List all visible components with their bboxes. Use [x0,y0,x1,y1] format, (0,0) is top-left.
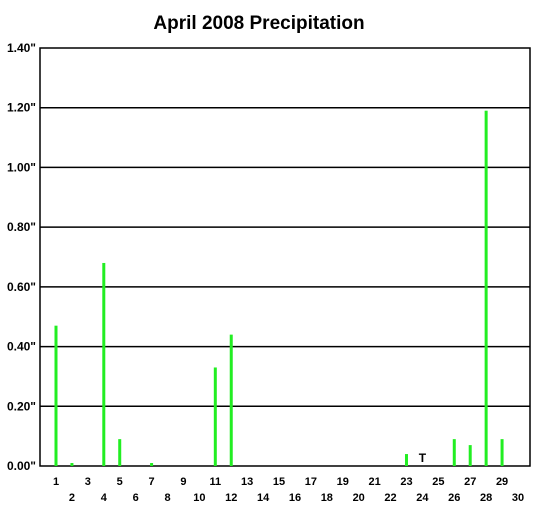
x-tick-label: 15 [273,476,285,488]
x-tick-label: 28 [480,492,492,504]
x-tick-label: 3 [85,476,91,488]
x-tick-label: 20 [353,492,365,504]
plot-area [39,47,531,467]
y-tick-label: 0.00" [7,459,36,473]
y-tick-label: 1.20" [7,101,36,115]
trace-annotation: T [419,451,427,465]
chart-title: April 2008 Precipitation [153,13,364,34]
x-tick-label: 25 [432,476,444,488]
y-tick-label: 1.40" [7,41,36,55]
x-tick-label: 9 [180,476,186,488]
bar-day-1 [54,325,58,466]
x-tick-label: 8 [164,492,170,504]
bar-day-11 [213,367,217,466]
x-tick-label: 23 [400,476,412,488]
bar-day-2 [70,463,74,466]
x-tick-label: 14 [257,492,270,504]
bars [54,110,504,466]
x-tick-label: 16 [289,492,301,504]
y-tick-label: 0.40" [7,340,36,354]
x-tick-label: 1 [53,476,59,488]
x-tick-label: 10 [193,492,205,504]
x-tick-label: 18 [321,492,333,504]
y-tick-label: 0.60" [7,280,36,294]
annotations: T [419,451,427,465]
x-tick-label: 11 [209,476,221,488]
x-tick-label: 7 [149,476,155,488]
bar-day-28 [484,110,488,466]
bar-day-27 [468,445,472,466]
gridlines [40,106,530,408]
x-tick-label: 2 [69,492,75,504]
x-tick-label: 27 [464,476,476,488]
x-tick-label: 19 [337,476,349,488]
x-tick-label: 13 [241,476,253,488]
bar-day-5 [118,439,122,466]
y-tick-label: 1.00" [7,160,36,174]
y-tick-label: 0.20" [7,399,36,413]
x-tick-label: 17 [305,476,317,488]
x-tick-label: 26 [448,492,460,504]
x-tick-label: 5 [117,476,123,488]
bar-day-23 [404,454,408,466]
x-tick-label: 6 [133,492,139,504]
x-tick-label: 30 [512,492,524,504]
bar-day-4 [102,262,106,466]
bar-day-26 [452,439,456,466]
bar-day-12 [229,334,233,466]
x-tick-label: 21 [368,476,380,488]
x-tick-label: 4 [101,492,108,504]
y-axis-tick-labels: 0.00" 0.20" 0.40" 0.60" 0.80" 1.00" 1.20" 1.40" [7,41,36,473]
bar-day-29 [500,439,504,466]
x-tick-label: 29 [496,476,508,488]
bar-day-7 [150,463,154,466]
x-tick-label: 24 [416,492,429,504]
x-axis-tick-labels: 1234567891011121314151617181920212223242… [53,476,524,504]
x-tick-label: 22 [384,492,396,504]
y-tick-label: 0.80" [7,220,36,234]
x-tick-label: 12 [225,492,237,504]
